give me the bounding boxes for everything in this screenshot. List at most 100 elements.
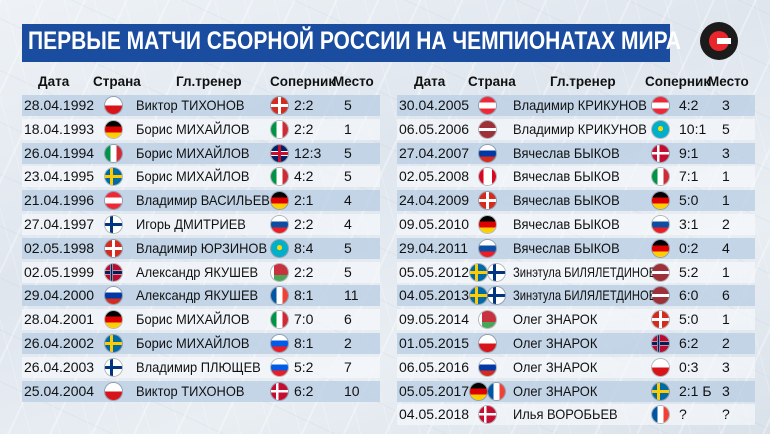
slovenia-flag-icon bbox=[271, 358, 288, 376]
match-date: 27.04.2007 bbox=[399, 144, 470, 161]
match-score: 12:3 bbox=[294, 144, 322, 161]
canada-flag-icon bbox=[479, 168, 496, 186]
coach-name: Олег ЗНАРОК bbox=[513, 382, 598, 399]
coach-name: Вячеслав БЫКОВ bbox=[513, 239, 620, 256]
final-place: 2 bbox=[722, 335, 730, 351]
match-score: 0:2 bbox=[679, 239, 699, 256]
final-place: 4 bbox=[344, 192, 352, 209]
match-score: 2:2 bbox=[294, 97, 314, 113]
kazakhstan-flag-icon bbox=[271, 239, 288, 257]
header-country-right: Страна bbox=[468, 74, 516, 89]
switzerland-flag-icon bbox=[652, 311, 669, 329]
match-score: 2:2 bbox=[294, 120, 314, 137]
match-date: 23.04.1995 bbox=[24, 168, 95, 185]
final-place: 6 bbox=[344, 311, 352, 328]
final-place: 5 bbox=[344, 168, 352, 185]
switzerland-flag-icon bbox=[479, 192, 496, 210]
match-date: 09.05.2010 bbox=[399, 216, 470, 232]
finland-flag-icon bbox=[488, 263, 505, 281]
match-date: 26.04.2003 bbox=[24, 358, 95, 375]
russia-flag-icon bbox=[479, 358, 496, 376]
table-row: 27.04.2007 Вячеслав БЫКОВ 9:1 3 bbox=[397, 142, 755, 164]
coach-name: Вячеслав БЫКОВ bbox=[513, 144, 620, 161]
switzerland-flag-icon bbox=[271, 97, 288, 114]
header-coach-right: Гл.тренер bbox=[550, 74, 616, 89]
latvia-flag-icon bbox=[479, 120, 496, 138]
match-score: 5:0 bbox=[679, 192, 699, 209]
table-row: 04.05.2018 Илья ВОРОБЬЕВ?? bbox=[397, 404, 755, 426]
russia-flag-icon bbox=[479, 144, 496, 162]
match-score: 2:2 bbox=[294, 263, 314, 280]
match-score: 7:1 bbox=[679, 168, 699, 185]
table-row: 28.04.2001 Борис МИХАЙЛОВ 7:0 6 bbox=[22, 309, 380, 331]
coach-name: Илья ВОРОБЬЕВ bbox=[513, 406, 618, 423]
table-row: 28.04.1992 Виктор ТИХОНОВ 2:2 5 bbox=[22, 95, 380, 116]
germany-flag-icon bbox=[652, 192, 669, 210]
austria-flag-icon bbox=[652, 97, 669, 114]
final-place: 2 bbox=[722, 216, 730, 232]
coach-name: Игорь ДМИТРИЕВ bbox=[136, 216, 246, 232]
table-row: 29.04.2011 Вячеслав БЫКОВ 0:2 4 bbox=[397, 237, 755, 259]
table-row: 23.04.1995 Борис МИХАЙЛОВ 4:2 5 bbox=[22, 166, 380, 188]
italy-flag-icon bbox=[271, 168, 288, 186]
match-score: 6:2 bbox=[679, 335, 699, 351]
sweden-flag-icon bbox=[105, 335, 122, 352]
match-score: 2:1 Б bbox=[679, 382, 712, 399]
match-date: 06.05.2016 bbox=[399, 358, 470, 375]
final-place: ? bbox=[722, 406, 730, 423]
final-place: 1 bbox=[722, 192, 730, 209]
match-date: 24.04.2009 bbox=[399, 192, 470, 209]
page-title: ПЕРВЫЕ МАТЧИ СБОРНОЙ РОССИИ НА ЧЕМПИОНАТ… bbox=[28, 27, 681, 55]
coach-name: Александр ЯКУШЕВ bbox=[136, 263, 259, 280]
sweden-flag-icon bbox=[470, 287, 487, 305]
sweden-flag-icon bbox=[470, 263, 487, 281]
finland-flag-icon bbox=[488, 287, 505, 305]
match-score: 8:1 bbox=[294, 287, 314, 304]
coach-name: Олег ЗНАРОК bbox=[513, 311, 598, 328]
czech-flag-icon bbox=[105, 382, 122, 400]
coach-name: Олег ЗНАРОК bbox=[513, 335, 598, 351]
header-country-left: Страна bbox=[93, 74, 141, 89]
final-place: 3 bbox=[722, 97, 730, 113]
match-score: 5:0 bbox=[679, 311, 699, 328]
coach-name: Вячеслав БЫКОВ bbox=[513, 192, 620, 209]
match-score: 7:0 bbox=[294, 311, 314, 328]
coach-name: Борис МИХАЙЛОВ bbox=[136, 144, 250, 161]
table-row: 26.04.1994 Борис МИХАЙЛОВ 12:3 5 bbox=[22, 142, 380, 164]
coach-name: Вячеслав БЫКОВ bbox=[513, 168, 620, 185]
france-flag-icon bbox=[271, 287, 288, 305]
table-row: 25.04.2004 Виктор ТИХОНОВ 6:2 10 bbox=[22, 380, 380, 402]
match-date: 29.04.2011 bbox=[399, 239, 469, 256]
france-flag-icon bbox=[488, 382, 505, 400]
match-date: 06.05.2006 bbox=[399, 120, 470, 137]
france-flag-icon bbox=[652, 406, 669, 424]
final-place: 3 bbox=[722, 144, 730, 161]
denmark-flag-icon bbox=[652, 144, 669, 162]
final-place: 4 bbox=[344, 216, 352, 232]
final-place: 2 bbox=[344, 335, 352, 351]
italy-flag-icon bbox=[105, 144, 122, 162]
table-row: 18.04.1993 Борис МИХАЙЛОВ 2:2 1 bbox=[22, 118, 380, 140]
table-row: 04.05.2013 Зинэтула БИЛЯЛЕТДИНОВ 6:0 6 bbox=[397, 285, 755, 307]
table-row: 24.04.2009 Вячеслав БЫКОВ 5:0 1 bbox=[397, 190, 755, 212]
uk-flag-icon bbox=[271, 144, 288, 162]
italy-flag-icon bbox=[271, 120, 288, 138]
coach-name: Владимир КРИКУНОВ bbox=[513, 120, 647, 137]
germany-flag-icon bbox=[652, 239, 669, 257]
italy-flag-icon bbox=[652, 168, 669, 186]
match-score: 0:3 bbox=[679, 358, 699, 375]
final-place: 4 bbox=[722, 239, 730, 256]
match-date: 05.05.2017 bbox=[399, 382, 470, 399]
coach-name: Борис МИХАЙЛОВ bbox=[136, 335, 250, 351]
match-score: 3:1 bbox=[679, 216, 699, 232]
coach-name: Борис МИХАЙЛОВ bbox=[136, 120, 250, 137]
table-row: 26.04.2003 Владимир ПЛЮЩЕВ 5:2 7 bbox=[22, 356, 380, 378]
latvia-flag-icon bbox=[652, 287, 669, 305]
slovakia-flag-icon bbox=[652, 216, 669, 233]
final-place: 1 bbox=[722, 168, 730, 185]
coach-name: Владимир ПЛЮЩЕВ bbox=[136, 358, 261, 375]
coach-name: Владимир КРИКУНОВ bbox=[513, 97, 647, 113]
final-place: 10 bbox=[344, 382, 360, 399]
header-opponent-left: Соперник bbox=[270, 74, 336, 89]
finland-flag-icon bbox=[105, 216, 122, 233]
